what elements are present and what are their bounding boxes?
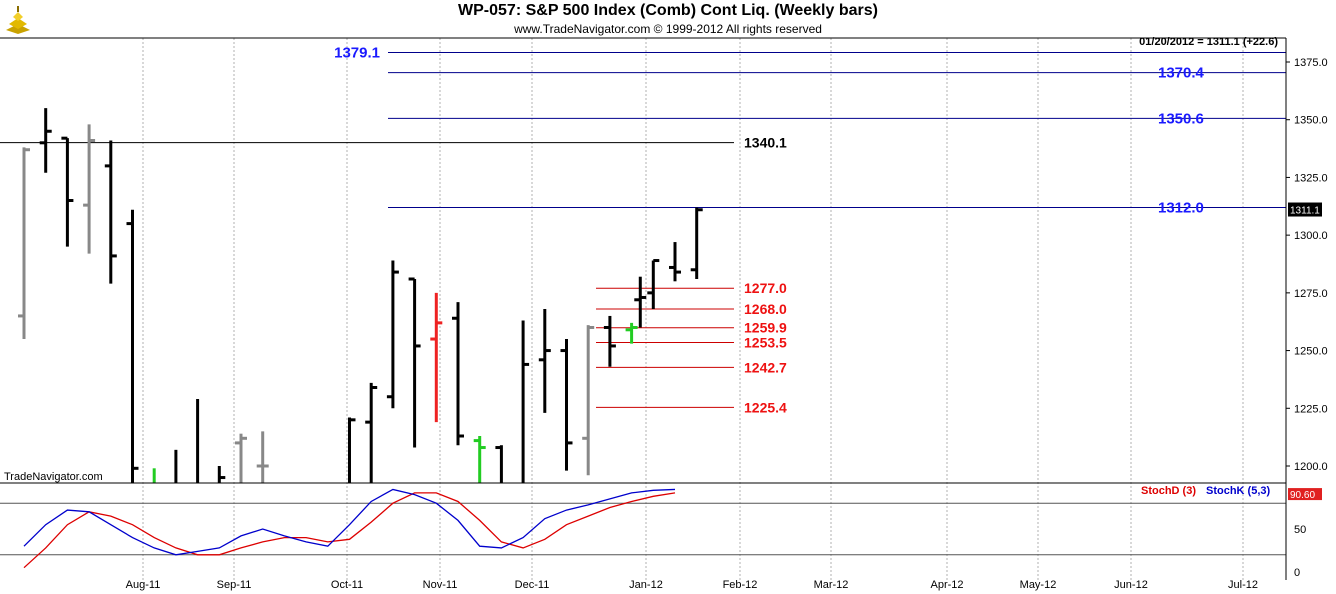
x-tick-label: Apr-12	[930, 579, 963, 591]
stochk-legend: StochK (5,3)	[1206, 485, 1271, 497]
ohlc-bar	[560, 339, 573, 471]
x-tick-label: Jul-12	[1228, 579, 1258, 591]
stoch-series-line	[23, 492, 676, 569]
ohlc-bar	[126, 209, 139, 483]
x-tick-label: Feb-12	[723, 579, 758, 591]
y-tick-label: 1375.0	[1294, 57, 1328, 69]
ohlc-bar	[690, 207, 703, 280]
level-label-1340.1: 1340.1	[744, 135, 787, 151]
level-label-1268.0: 1268.0	[744, 301, 787, 317]
stochd-legend: StochD (3)	[1141, 485, 1196, 497]
y-tick-label: 1325.0	[1294, 172, 1328, 184]
y-tick-label: 1200.0	[1294, 461, 1328, 473]
ohlc-bar	[582, 325, 595, 476]
ohlc-bar	[386, 260, 399, 409]
ohlc-bar	[83, 124, 96, 254]
stoch-last-label: 90.60	[1290, 490, 1315, 501]
last-quote: 01/20/2012 = 1311.1 (+22.6)	[1139, 36, 1278, 48]
gold-bars-icon	[6, 6, 30, 34]
x-tick-label: May-12	[1020, 579, 1057, 591]
ohlc-bar	[625, 322, 638, 344]
ohlc-bar	[39, 108, 52, 173]
ohlc-bar	[348, 417, 356, 483]
stoch-tick-label: 50	[1294, 524, 1306, 536]
ohlc-bar	[235, 433, 247, 483]
level-label-1277.0: 1277.0	[744, 280, 787, 296]
level-label-1253.5: 1253.5	[744, 334, 787, 350]
y-tick-label: 1350.0	[1294, 115, 1328, 127]
ohlc-bar	[104, 140, 117, 284]
level-lines: 1379.1 1370.4 1350.6 1340.1 1312.0 1277.0 1268…	[0, 45, 1286, 415]
x-tick-label: Mar-12	[814, 579, 849, 591]
brand-label: TradeNavigator.com	[4, 471, 103, 483]
level-label-1242.7: 1242.7	[744, 359, 787, 375]
ohlc-bar	[365, 382, 378, 483]
x-tick-label: Aug-11	[126, 579, 161, 591]
y-tick-label: 1300.0	[1294, 230, 1328, 242]
x-tick-label: Oct-11	[331, 579, 363, 591]
ohlc-bar	[256, 431, 269, 483]
last-price-label: 1311.1	[1290, 206, 1320, 217]
y-tick-label: 1275.0	[1294, 288, 1328, 300]
ohlc-bar	[634, 276, 647, 328]
y-tick-label: 1250.0	[1294, 346, 1328, 358]
x-tick-label: Nov-11	[423, 579, 458, 591]
ohlc-bar	[495, 445, 503, 483]
ohlc-bar	[603, 315, 616, 367]
level-label-1379.1: 1379.1	[334, 45, 380, 62]
ohlc-bar	[430, 292, 443, 423]
ohlc-bar	[521, 320, 530, 483]
ohlc-bar	[452, 302, 464, 446]
ohlc-bar	[647, 259, 660, 310]
level-label-1350.6: 1350.6	[1158, 110, 1204, 127]
ohlc-bar	[538, 309, 551, 413]
x-tick-label: Jun-12	[1114, 579, 1148, 591]
ohlc-bar	[473, 435, 486, 483]
x-tick-label: Jan-12	[629, 579, 663, 591]
stoch-tick-label: 0	[1294, 567, 1300, 579]
chart-subtitle: www.TradeNavigator.com © 1999-2012 All r…	[514, 22, 822, 36]
x-tick-label: Sep-11	[217, 579, 252, 591]
y-tick-label: 1225.0	[1294, 403, 1328, 415]
chart-title: WP-057: S&P 500 Index (Comb) Cont Liq. (…	[458, 2, 878, 19]
stoch-series-line	[23, 488, 676, 556]
level-label-1225.4: 1225.4	[744, 399, 787, 415]
stoch-last-tag	[1288, 488, 1322, 501]
axes: Aug-11 Sep-11 Oct-11 Nov-11 Dec-11 Jan-12 Feb-…	[0, 37, 1328, 591]
x-tick-label: Dec-11	[515, 579, 550, 591]
level-label-1312.0: 1312.0	[1158, 199, 1204, 216]
ohlc-bar	[18, 147, 30, 340]
price-bars	[18, 108, 703, 483]
ohlc-bar	[217, 466, 226, 483]
ohlc-bar	[408, 277, 421, 448]
level-label-1370.4: 1370.4	[1158, 65, 1205, 82]
ohlc-bar	[61, 136, 74, 247]
last-price-tag	[1288, 202, 1322, 217]
level-label-1259.9: 1259.9	[744, 320, 787, 336]
stochastic-panel	[0, 488, 1286, 569]
ohlc-bar	[669, 242, 681, 282]
